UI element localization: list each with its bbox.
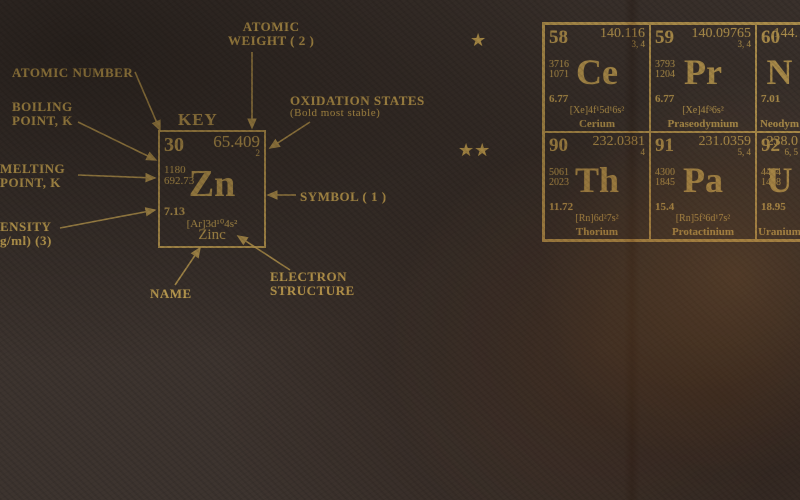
element-cell-pr: 59140.097653, 437931204Pr6.77[Xe]4f³6s²P… bbox=[650, 24, 756, 132]
label-electron: ELECTRONSTRUCTURE bbox=[270, 270, 355, 297]
label-melting: MELTINGPOINT, K bbox=[0, 162, 65, 189]
double-star-icon: ★★ bbox=[458, 140, 490, 161]
periodic-grid: 58140.1163, 437161071Ce6.77[Xe]4f¹5d¹6s²… bbox=[542, 22, 800, 242]
element-cell-ce: 58140.1163, 437161071Ce6.77[Xe]4f¹5d¹6s²… bbox=[544, 24, 650, 132]
key-atomic-mass: 65.4092 bbox=[213, 134, 260, 157]
element-cell-th: 90232.0381450612023Th11.72[Rn]6d²7s²Thor… bbox=[544, 132, 650, 240]
key-element-name: Zinc bbox=[160, 227, 264, 244]
element-cell-pa: 91231.03595, 443001845Pa15.4[Rn]5f²6d¹7s… bbox=[650, 132, 756, 240]
key-atomic-number: 30 bbox=[164, 134, 184, 157]
label-oxidation: OXIDATION STATES (Bold most stable) bbox=[290, 94, 425, 119]
key-title: KEY bbox=[178, 110, 218, 130]
key-symbol: Zn bbox=[160, 162, 264, 206]
element-cell-n: 60144.N7.01Neodym bbox=[756, 24, 800, 132]
label-boiling: BOILINGPOINT, K bbox=[12, 100, 73, 127]
label-density: ENSITYg/ml) (3) bbox=[0, 220, 52, 247]
label-atomic-weight: ATOMICWEIGHT ( 2 ) bbox=[228, 20, 314, 47]
label-name: NAME bbox=[150, 287, 192, 301]
star-icon: ★ bbox=[470, 30, 486, 51]
element-cell-u: 92238.06, 544041408U18.95Uranium bbox=[756, 132, 800, 240]
label-symbol: SYMBOL ( 1 ) bbox=[300, 190, 387, 204]
label-atomic-number: ATOMIC NUMBER bbox=[12, 66, 133, 80]
key-element-cell: 30 65.4092 1180 692.73 Zn 7.13 [Ar]3d¹⁰4… bbox=[158, 130, 266, 248]
